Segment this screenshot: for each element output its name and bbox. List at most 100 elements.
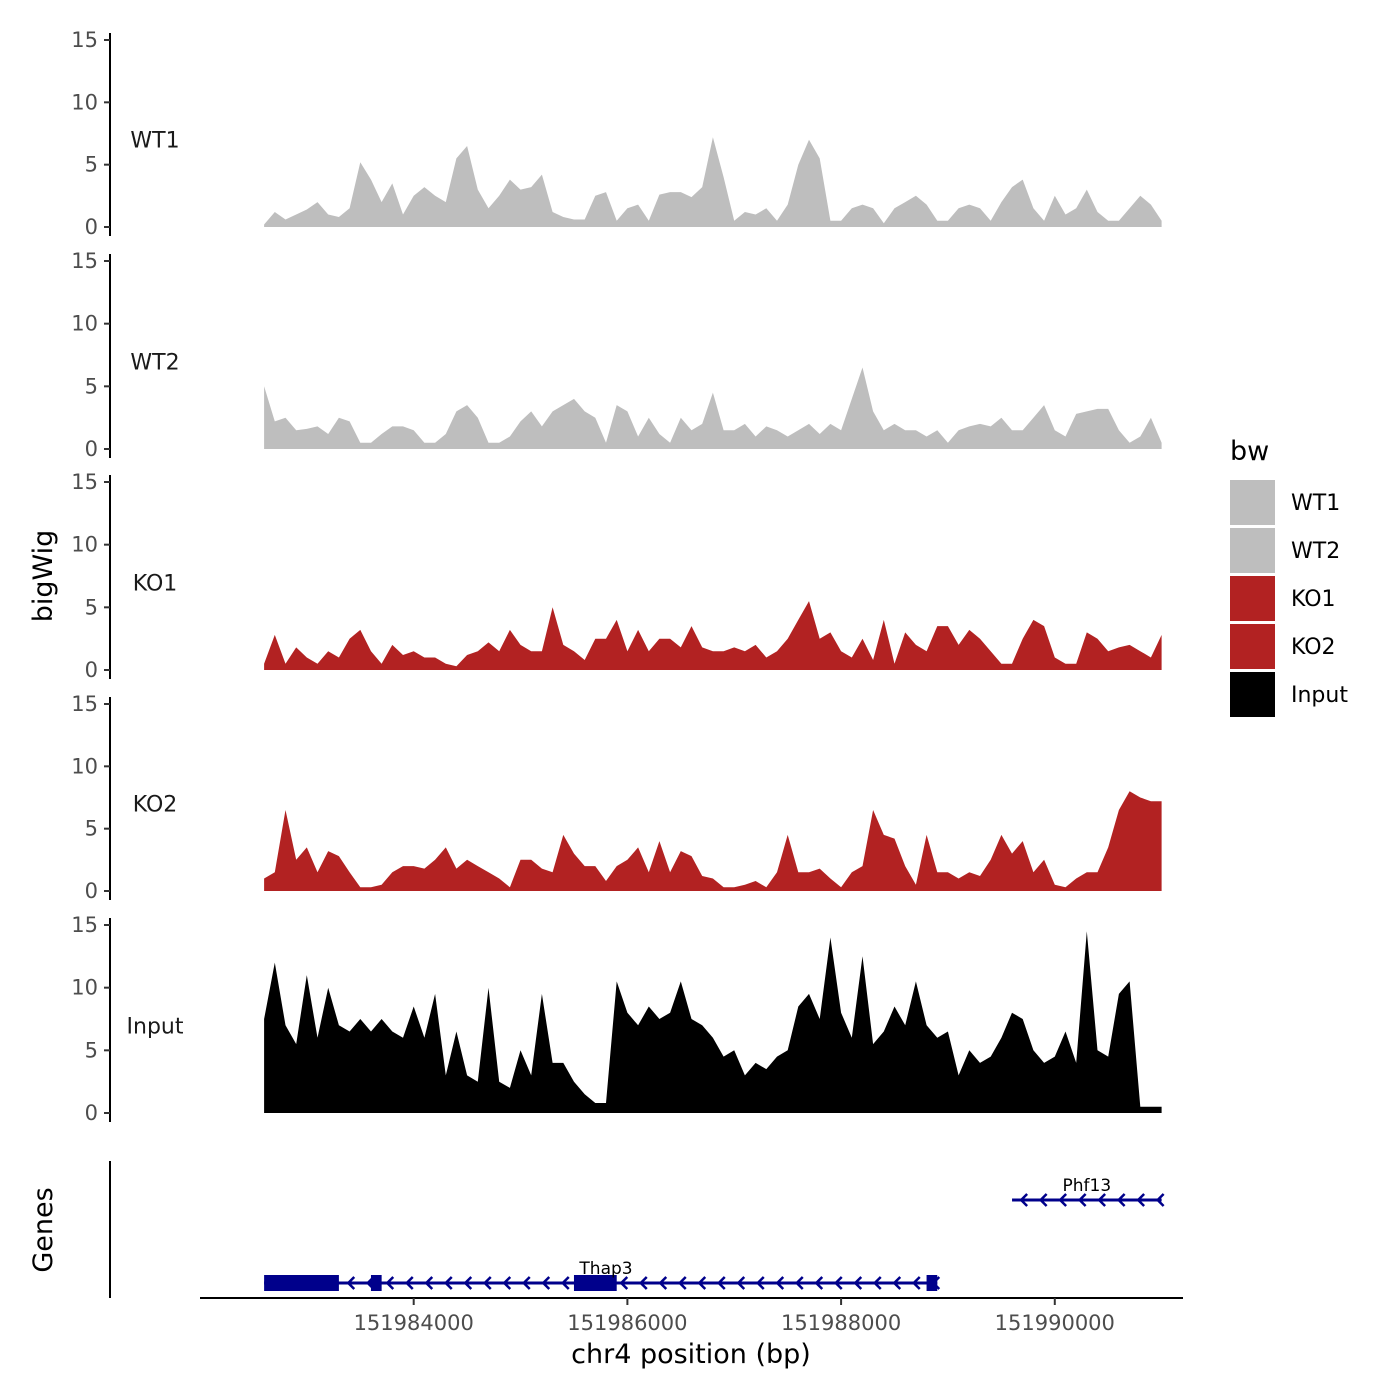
strand-arrow [775, 1276, 785, 1290]
y-tick-label: 10 [71, 754, 98, 778]
legend-swatch-ko2 [1230, 624, 1275, 669]
y-tick-label: 15 [71, 249, 98, 273]
genes-axis-title: Genes [28, 1187, 59, 1272]
exon [370, 1275, 382, 1291]
strand-arrow [541, 1276, 551, 1290]
track-wt1: 0 5 10 15 WT1 [71, 28, 1162, 239]
strand-arrow [346, 1276, 356, 1290]
strand-arrow [1038, 1193, 1048, 1207]
strand-arrow [736, 1276, 746, 1290]
gene-panel: Thap3 Phf13 [109, 1161, 1165, 1298]
strand-arrow [502, 1276, 512, 1290]
legend-label-ko1: KO1 [1291, 587, 1336, 612]
x-axis-title: chr4 position (bp) [571, 1339, 811, 1370]
bigwig-tracks: 0 5 10 15 WT1 0 5 10 15 WT2 0 5 10 15 KO1 0 5 10 15 KO2 0 5 10… [71, 28, 1162, 1125]
strand-arrow [404, 1276, 414, 1290]
strand-arrow [814, 1276, 824, 1290]
strand-arrow [833, 1276, 843, 1290]
y-axis-title: bigWig [28, 530, 59, 623]
strand-arrow [463, 1276, 473, 1290]
y-tick-label: 0 [85, 437, 98, 461]
track-label-ko2: KO2 [133, 793, 178, 818]
strand-arrow [1155, 1193, 1165, 1207]
y-tick-label: 0 [85, 215, 98, 239]
x-tick-label: 151984000 [354, 1311, 474, 1335]
y-tick-label: 5 [85, 374, 98, 398]
strand-arrow [677, 1276, 687, 1290]
track-ko2: 0 5 10 15 KO2 [71, 692, 1162, 903]
strand-arrow [1136, 1193, 1146, 1207]
strand-arrow [697, 1276, 707, 1290]
gene-label: Phf13 [1063, 1176, 1112, 1196]
x-ticks: 151984000 151986000 151988000 151990000 [354, 1298, 1115, 1335]
exon [926, 1275, 938, 1291]
legend: bw WT1 WT2 KO1 KO2 Input [1230, 436, 1348, 717]
strand-arrow [1116, 1193, 1126, 1207]
strand-arrow [1077, 1193, 1087, 1207]
strand-arrow [521, 1276, 531, 1290]
strand-arrow [385, 1276, 395, 1290]
strand-arrow [1058, 1193, 1068, 1207]
y-tick-label: 5 [85, 153, 98, 177]
legend-label-input: Input [1291, 683, 1348, 708]
legend-swatch-input [1230, 672, 1275, 717]
strand-arrow [560, 1276, 570, 1290]
strand-arrow [872, 1276, 882, 1290]
strand-arrow [911, 1276, 921, 1290]
strand-arrow [424, 1276, 434, 1290]
area-input [264, 931, 1162, 1113]
x-tick-label: 151990000 [995, 1311, 1115, 1335]
legend-label-wt2: WT2 [1291, 539, 1340, 564]
strand-arrow [716, 1276, 726, 1290]
strand-arrow [853, 1276, 863, 1290]
y-tick-label: 15 [71, 28, 98, 52]
area-wt1 [264, 137, 1162, 227]
area-ko1 [264, 601, 1162, 670]
gene-phf13: Phf13 [1012, 1176, 1165, 1207]
track-label-wt2: WT2 [130, 350, 179, 375]
y-tick-label: 10 [71, 533, 98, 557]
strand-arrow [794, 1276, 804, 1290]
x-tick-label: 151988000 [781, 1311, 901, 1335]
strand-arrow [892, 1276, 902, 1290]
y-tick-label: 10 [71, 976, 98, 1000]
strand-arrow [1019, 1193, 1029, 1207]
legend-swatch-wt2 [1230, 528, 1275, 573]
exon [264, 1275, 339, 1291]
strand-arrow [638, 1276, 648, 1290]
track-label-ko1: KO1 [133, 571, 178, 596]
legend-swatch-ko1 [1230, 576, 1275, 621]
y-tick-label: 0 [85, 1101, 98, 1125]
y-tick-label: 10 [71, 90, 98, 114]
x-tick-label: 151986000 [567, 1311, 687, 1335]
y-tick-label: 0 [85, 879, 98, 903]
y-tick-label: 5 [85, 595, 98, 619]
y-tick-label: 0 [85, 658, 98, 682]
y-tick-label: 15 [71, 913, 98, 937]
strand-arrow [755, 1276, 765, 1290]
legend-label-ko2: KO2 [1291, 635, 1336, 660]
y-tick-label: 15 [71, 692, 98, 716]
strand-arrow [482, 1276, 492, 1290]
strand-arrow [443, 1276, 453, 1290]
legend-label-wt1: WT1 [1291, 491, 1340, 516]
y-tick-label: 5 [85, 817, 98, 841]
track-label-wt1: WT1 [130, 129, 179, 154]
legend-title: bw [1230, 436, 1269, 467]
gene-label: Thap3 [578, 1259, 632, 1279]
x-axis: 151984000 151986000 151988000 151990000 chr… [200, 1297, 1183, 1370]
strand-arrow [658, 1276, 668, 1290]
y-tick-label: 10 [71, 312, 98, 336]
gene-thap3: Thap3 [264, 1259, 941, 1291]
track-ko1: 0 5 10 15 KO1 [71, 470, 1162, 682]
strand-arrow [619, 1276, 629, 1290]
exon [573, 1275, 617, 1291]
track-input: 0 5 10 15 Input [71, 913, 1162, 1125]
legend-swatch-wt1 [1230, 480, 1275, 525]
strand-arrow [1097, 1193, 1107, 1207]
track-label-input: Input [127, 1014, 184, 1039]
y-tick-label: 15 [71, 470, 98, 494]
area-ko2 [264, 791, 1162, 891]
area-wt2 [264, 367, 1162, 449]
